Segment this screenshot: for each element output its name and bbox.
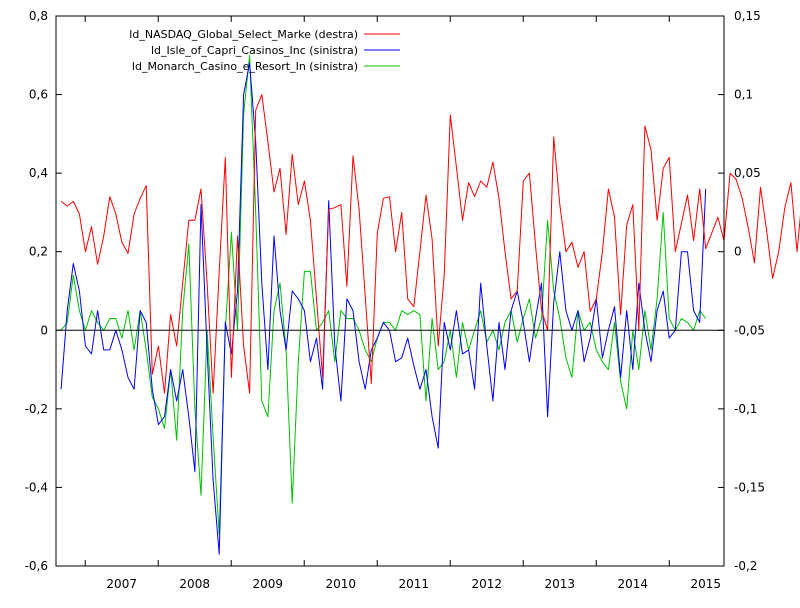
right-axis-tick-label: -0,2 bbox=[734, 559, 757, 573]
x-axis-tick-label: 2015 bbox=[690, 577, 721, 591]
right-axis-tick-label: 0,05 bbox=[734, 166, 761, 180]
x-axis-tick-label: 2014 bbox=[617, 577, 648, 591]
left-axis-tick-label: -0,4 bbox=[25, 480, 48, 494]
x-axis-tick-label: 2008 bbox=[179, 577, 210, 591]
right-axis-tick-label: -0,15 bbox=[734, 480, 765, 494]
x-axis-tick-label: 2011 bbox=[398, 577, 429, 591]
right-axis-tick-label: 0,15 bbox=[734, 9, 761, 23]
legend-label: ld_NASDAQ_Global_Select_Marke (destra) bbox=[129, 28, 358, 41]
series-line-1 bbox=[60, 94, 800, 394]
left-axis-tick-label: -0,6 bbox=[25, 559, 48, 573]
x-axis-tick-label: 2013 bbox=[544, 577, 575, 591]
left-axis-tick-label: -0,2 bbox=[25, 402, 48, 416]
right-axis-tick-label: -0,05 bbox=[734, 323, 765, 337]
right-axis-tick-label: -0,1 bbox=[734, 402, 757, 416]
series-line-2 bbox=[60, 62, 707, 555]
x-axis-tick-label: 2007 bbox=[106, 577, 137, 591]
x-axis-tick-label: 2009 bbox=[252, 577, 283, 591]
right-axis-tick-label: 0 bbox=[734, 245, 742, 259]
plot-frame bbox=[55, 15, 725, 567]
left-axis-tick-label: 0,6 bbox=[29, 88, 48, 102]
x-axis-tick-label: 2012 bbox=[471, 577, 502, 591]
left-axis-tick-label: 0 bbox=[40, 323, 48, 337]
ticks-layer bbox=[56, 15, 724, 567]
legend-label: ld_Monarch_Casino_e_Resort_In (sinistra) bbox=[132, 60, 358, 73]
labels-layer: -0,6 -0,4 -0,2 0 0,2 0,4 0,6 0,8 -0,2 -0,15 -0,1 -0… bbox=[25, 9, 765, 591]
x-axis-tick-label: 2010 bbox=[325, 577, 356, 591]
legend: ld_NASDAQ_Global_Select_Marke (destra) ld… bbox=[129, 28, 400, 73]
left-axis-tick-label: 0,4 bbox=[29, 166, 48, 180]
legend-label: ld_Isle_of_Capri_Casinos_Inc (sinistra) bbox=[151, 44, 358, 57]
left-axis-tick-label: 0,2 bbox=[29, 245, 48, 259]
left-axis-tick-label: 0,8 bbox=[29, 9, 48, 23]
right-axis-tick-label: 0,1 bbox=[734, 88, 753, 102]
series-layer bbox=[60, 54, 800, 555]
